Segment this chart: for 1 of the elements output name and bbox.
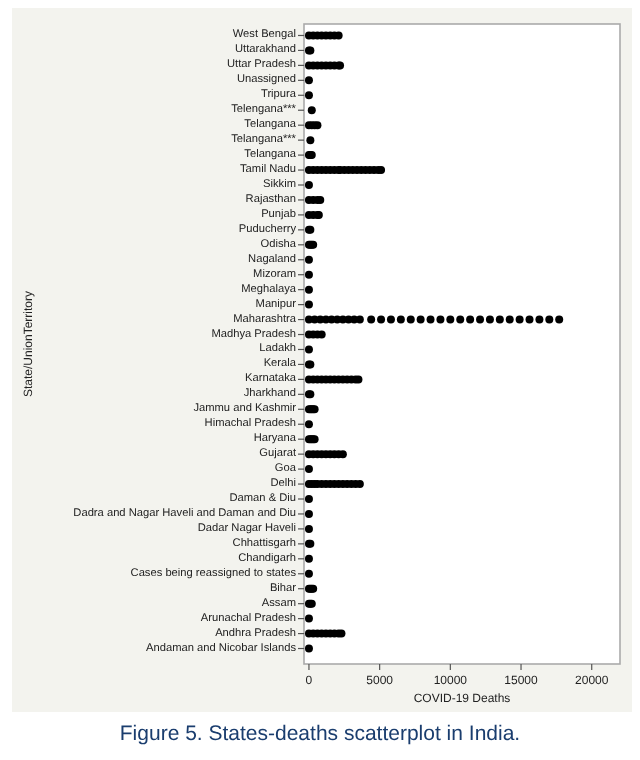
text: Figure 5. States-deaths scatterplot in India.: [119, 722, 521, 746]
